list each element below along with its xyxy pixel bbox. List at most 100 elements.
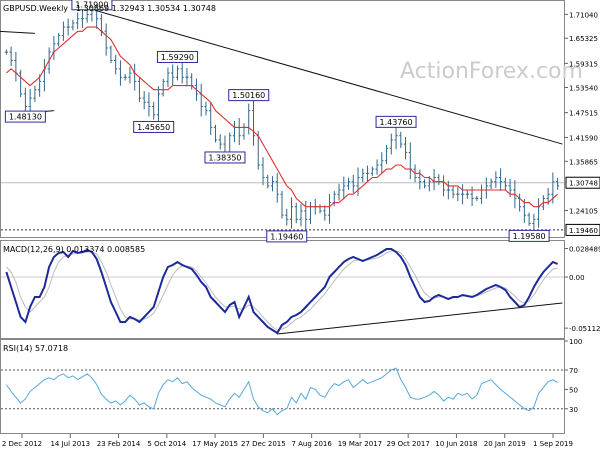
price-tick-label: 1.19460 (569, 227, 598, 235)
ohlc-bar (356, 167, 360, 196)
macd-tick-label: 0.028489 (569, 246, 600, 254)
ohlc-bar (4, 49, 8, 55)
ohlc-bar (361, 168, 365, 183)
ohlc-bar (389, 133, 393, 155)
ohlc-bar (270, 176, 275, 192)
symbol-title: GBPUSD.Weekly (3, 4, 68, 13)
ohlc-bar (261, 157, 265, 186)
x-tick-label: 27 Dec 2015 (241, 440, 286, 448)
ohlc-bar (337, 183, 341, 201)
ohlc-bar (118, 60, 123, 86)
ohlc-bar (19, 69, 23, 98)
pivot-label-text: 1.38350 (208, 153, 241, 162)
ohlc-bar (342, 176, 346, 200)
rsi-tick-label: 50 (569, 386, 578, 394)
pivot-label-box (228, 89, 270, 102)
ohlc-bar (299, 203, 303, 227)
ohlc-bar (76, 12, 80, 30)
rsi-tick-label: 30 (569, 406, 578, 414)
price-tick-label: 1.24105 (569, 207, 598, 215)
ohlc-bar (451, 186, 455, 199)
ohlc-bar (532, 213, 536, 229)
ohlc-bar (85, 10, 89, 23)
price-tick-label: 1.30748 (569, 180, 598, 188)
ohlc-bar (280, 190, 284, 219)
ohlc-bar (218, 134, 222, 150)
ohlc-bar (123, 73, 127, 81)
x-tick-label: 2 Dec 2012 (2, 440, 42, 448)
ohlc-bar (346, 177, 351, 190)
x-tick-label: 29 Oct 2017 (387, 440, 430, 448)
rsi-tick-label: 100 (569, 338, 582, 346)
x-tick-label: 7 Aug 2016 (291, 440, 332, 448)
ohlc-bar (142, 91, 146, 110)
ohlc-bar (422, 179, 427, 189)
ohlc-bar (251, 100, 256, 146)
pivot-label-text: 1.50160 (232, 91, 265, 100)
pivot-label-box (4, 110, 46, 123)
pivot-label-text: 1.45650 (137, 123, 170, 132)
ohlc-bar (147, 92, 151, 117)
pivot-label-text: 1.19580 (513, 232, 546, 241)
ohlc-bar (399, 131, 403, 149)
ohlc-bar (175, 65, 180, 81)
axes-layer: 1.71040 1.65325 1.59315 1.53540 1.47515 1.415… (2, 11, 600, 448)
pivot-label-box (133, 120, 175, 133)
ohlc-bar (323, 205, 327, 221)
ohlc-bar (137, 77, 142, 103)
ohlc-bar (304, 200, 308, 230)
ohlc-bar (185, 67, 189, 87)
macd-tick-label: -0.051125 (569, 325, 600, 333)
ohlc-bar (57, 32, 61, 47)
pivot-label-box (375, 115, 417, 128)
ohlc-bar (71, 19, 75, 31)
moving-average-line (6, 26, 558, 208)
ohlc-bar (80, 9, 85, 28)
pivot-label-box (204, 151, 246, 164)
x-tick-label: 10 Jun 2018 (435, 440, 477, 448)
ohlc-bar (556, 177, 560, 190)
ohlc-bar (23, 87, 27, 113)
macd-layer (1, 248, 564, 335)
ohlc-bar (104, 23, 108, 56)
ohlc-bar (351, 174, 355, 193)
x-tick-label: 14 Jul 2013 (50, 440, 90, 448)
pivot-label-box (266, 230, 308, 243)
price-layer: 1.71900 1.48130 1.59290 1.45650 1.50160 1.383… (0, 0, 564, 243)
price-tick-label: 1.41590 (569, 134, 598, 142)
x-tick-label: 1 Sep 2019 (533, 440, 573, 448)
ohlc-bar (380, 152, 384, 174)
price-tick-label: 1.65325 (569, 35, 598, 43)
ohlc-bar (494, 171, 498, 188)
rsi-tick-label: 70 (569, 367, 578, 375)
price-marker-box (565, 223, 600, 236)
ohlc-bar (394, 126, 398, 150)
ohlc-bar (456, 187, 460, 202)
ohlc-bar (527, 212, 531, 226)
ohlc-bar (294, 202, 298, 224)
ohlc-bar (289, 197, 294, 229)
ohlc-bar (128, 66, 132, 84)
pivot-label-text: 1.19460 (270, 232, 303, 241)
pivot-label-text: 1.59290 (161, 53, 194, 62)
pivot-label-text: 1.71900 (75, 0, 108, 9)
ohlc-bar (275, 173, 279, 203)
ohlc-bar (213, 124, 218, 143)
ohlc-bar (503, 177, 507, 190)
ohlc-bar (475, 195, 479, 201)
x-tick-label: 5 Oct 2014 (147, 440, 186, 448)
x-tick-label: 19 Mar 2017 (338, 440, 382, 448)
ohlc-bar (403, 137, 408, 160)
ohlc-bar (109, 45, 113, 64)
ohlc-bar (9, 46, 13, 67)
ohlc-bar (33, 85, 37, 103)
macd-line (5, 248, 558, 335)
rsi-panel-frame (0, 339, 565, 434)
price-tick-label: 1.53540 (569, 84, 598, 92)
ohlc-bar (114, 54, 118, 75)
ohlc-bar (152, 101, 156, 120)
ohlc-bar (384, 144, 389, 165)
ohlc-bar (465, 189, 469, 199)
